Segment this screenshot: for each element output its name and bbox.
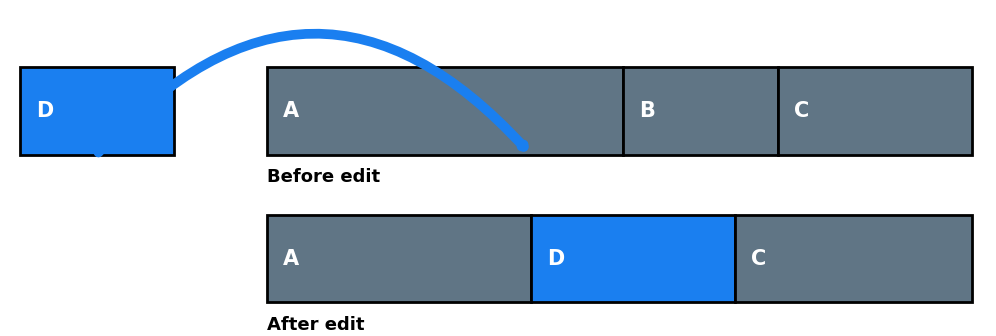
FancyBboxPatch shape bbox=[20, 67, 174, 155]
FancyArrowPatch shape bbox=[99, 34, 524, 153]
Text: After edit: After edit bbox=[267, 316, 365, 334]
Text: Before edit: Before edit bbox=[267, 168, 380, 186]
Text: A: A bbox=[283, 249, 299, 269]
FancyBboxPatch shape bbox=[531, 215, 735, 302]
Text: C: C bbox=[751, 249, 766, 269]
Text: C: C bbox=[794, 101, 809, 121]
FancyBboxPatch shape bbox=[623, 67, 778, 155]
Text: A: A bbox=[283, 101, 299, 121]
FancyBboxPatch shape bbox=[267, 67, 623, 155]
Text: D: D bbox=[547, 249, 564, 269]
FancyBboxPatch shape bbox=[735, 215, 972, 302]
FancyBboxPatch shape bbox=[778, 67, 972, 155]
FancyBboxPatch shape bbox=[267, 215, 531, 302]
Text: D: D bbox=[36, 101, 53, 121]
Text: B: B bbox=[639, 101, 655, 121]
